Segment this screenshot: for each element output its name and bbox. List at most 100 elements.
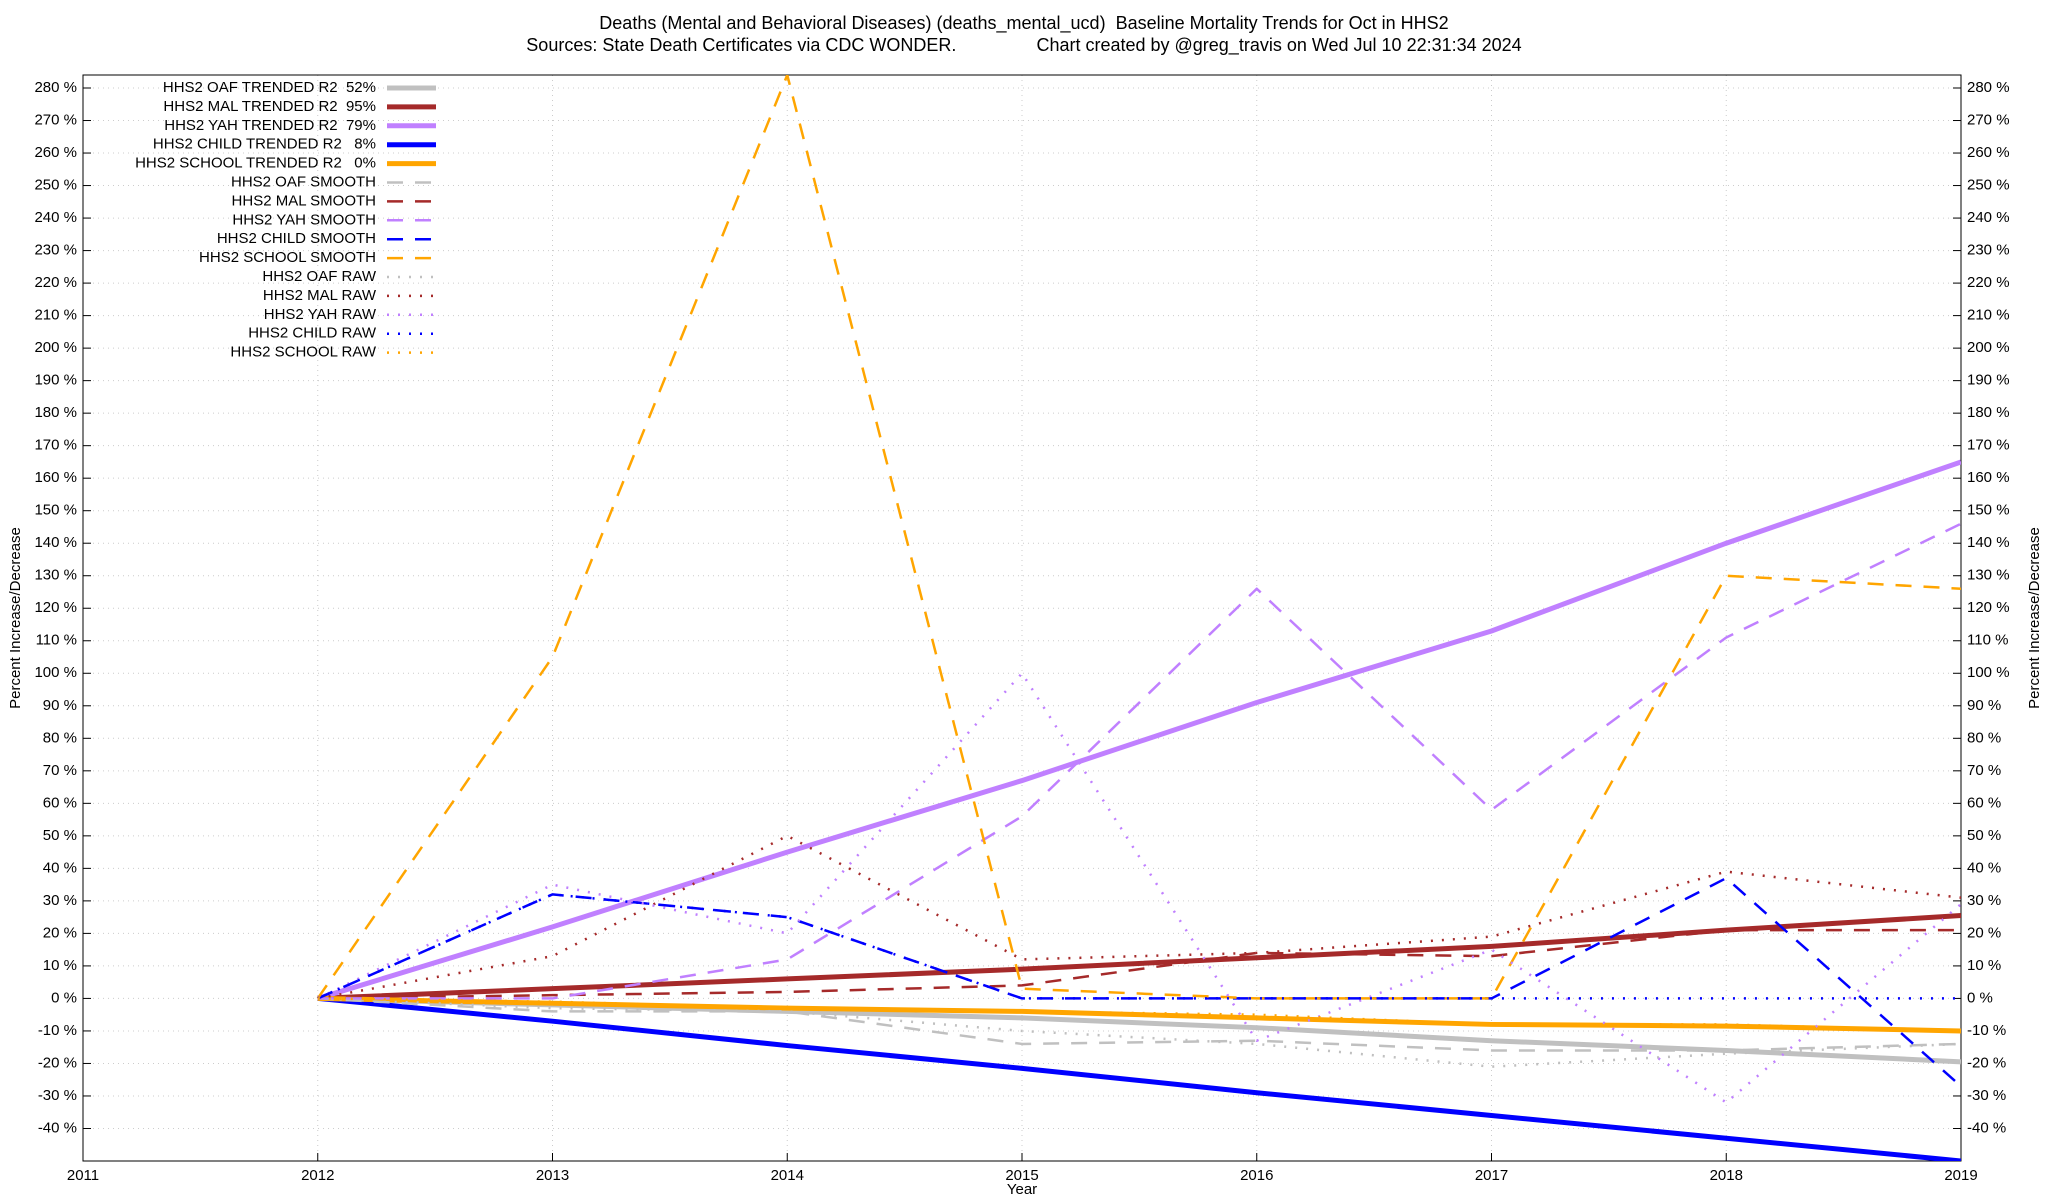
- legend-label: HHS2 MAL SMOOTH: [232, 192, 376, 209]
- y-tick-label: 120 %: [34, 599, 77, 616]
- y2-tick-label: 220 %: [1967, 274, 2010, 291]
- series-line: [317, 995, 1961, 1034]
- y2-tick-label: 50 %: [1967, 827, 2001, 844]
- y-tick-label: 40 %: [43, 859, 77, 876]
- y2-tick-label: 80 %: [1967, 729, 2001, 746]
- y2-tick-label: 250 %: [1967, 177, 2010, 194]
- series-line: [317, 522, 1961, 1000]
- y2-tick-label: 30 %: [1967, 892, 2001, 909]
- legend-label: HHS2 YAH TRENDED R2 79%: [164, 117, 376, 134]
- y-tick-label: 270 %: [34, 111, 77, 128]
- legend-label: HHS2 SCHOOL TRENDED R2 0%: [135, 155, 376, 172]
- y-tick-label: 180 %: [34, 404, 77, 421]
- series-line: [317, 995, 1961, 1161]
- series-line: [316, 75, 1961, 1000]
- y-tick-label: 20 %: [43, 924, 77, 941]
- series-line: [317, 893, 1961, 1000]
- y-tick-label: 250 %: [34, 177, 77, 194]
- y2-tick-label: 240 %: [1967, 209, 2010, 226]
- x-tick-label: 2019: [1944, 1167, 1977, 1184]
- legend-label: HHS2 YAH RAW: [264, 306, 377, 323]
- y2-tick-label: 70 %: [1967, 762, 2001, 779]
- legend-label: HHS2 CHILD SMOOTH: [217, 230, 376, 247]
- y2-tick-label: 140 %: [1967, 534, 2010, 551]
- plot-lines: [316, 75, 1961, 1161]
- y2-tick-label: -40 %: [1967, 1119, 2006, 1136]
- y2-tick-label: 110 %: [1967, 632, 2008, 649]
- y-tick-label: 260 %: [34, 144, 77, 161]
- series-line: [317, 997, 1961, 1052]
- series-line: [317, 672, 1961, 1104]
- y-tick-label: 220 %: [34, 274, 77, 291]
- y-tick-label: 280 %: [34, 79, 77, 96]
- y2-tick-label: 210 %: [1967, 307, 2010, 324]
- series-line: [317, 928, 1961, 1000]
- x-tick-label: 2014: [771, 1167, 804, 1184]
- y-tick-label: 60 %: [43, 794, 77, 811]
- y2-tick-label: -10 %: [1967, 1022, 2006, 1039]
- y2-tick-label: 100 %: [1967, 664, 2010, 681]
- series-line: [317, 876, 1961, 1088]
- y-tick-label: 100 %: [34, 664, 77, 681]
- y2-tick-label: 230 %: [1967, 242, 2010, 259]
- x-tick-label: 2017: [1475, 1167, 1508, 1184]
- y-tick-label: 230 %: [34, 242, 77, 259]
- series-line: [317, 913, 1961, 1001]
- y-tick-label: 190 %: [34, 372, 77, 389]
- legend-label: HHS2 CHILD RAW: [248, 325, 377, 342]
- y-tick-label: 50 %: [43, 827, 77, 844]
- y-axis-label: Percent Increase/Decrease: [7, 527, 24, 709]
- y2-tick-label: -30 %: [1967, 1087, 2006, 1104]
- legend-label: HHS2 YAH SMOOTH: [232, 211, 376, 228]
- y2-tick-label: -20 %: [1967, 1054, 2006, 1071]
- y2-tick-label: 60 %: [1967, 794, 2001, 811]
- y2-tick-label: 180 %: [1967, 404, 2010, 421]
- y-tick-label: 0 %: [51, 989, 77, 1006]
- y2-tick-label: 270 %: [1967, 111, 2010, 128]
- chart-title: Deaths (Mental and Behavioral Diseases) …: [599, 13, 1448, 34]
- y2-tick-label: 170 %: [1967, 437, 2010, 454]
- x-tick-label: 2012: [301, 1167, 334, 1184]
- chart-subtitle: Sources: State Death Certificates via CD…: [526, 35, 1521, 56]
- series-line: [317, 995, 1961, 1065]
- y-tick-label: -30 %: [38, 1087, 77, 1104]
- y-tick-label: 90 %: [43, 697, 77, 714]
- plot-frame: [82, 74, 1962, 1162]
- y-tick-label: 70 %: [43, 762, 77, 779]
- legend-label: HHS2 MAL RAW: [263, 287, 377, 304]
- legend-label: HHS2 MAL TRENDED R2 95%: [163, 98, 376, 115]
- x-tick-label: 2016: [1240, 1167, 1273, 1184]
- series-line: [317, 834, 1961, 1000]
- y-tick-label: 80 %: [43, 729, 77, 746]
- legend-label: HHS2 OAF RAW: [262, 268, 376, 285]
- x-tick-label: 2015: [1005, 1167, 1038, 1184]
- y-tick-label: 200 %: [34, 339, 77, 356]
- y2-tick-label: 130 %: [1967, 567, 2010, 584]
- y-tick-label: 170 %: [34, 437, 77, 454]
- y2-tick-label: 280 %: [1967, 79, 2010, 96]
- y-tick-label: 240 %: [34, 209, 77, 226]
- y2-tick-label: 150 %: [1967, 502, 2010, 519]
- series-line: [317, 997, 1961, 1068]
- y-tick-label: -20 %: [38, 1054, 77, 1071]
- y2-tick-label: 190 %: [1967, 372, 2010, 389]
- y2-tick-label: 0 %: [1967, 989, 1993, 1006]
- y-tick-label: 140 %: [34, 534, 77, 551]
- y-tick-label: 30 %: [43, 892, 77, 909]
- y2-tick-label: 260 %: [1967, 144, 2010, 161]
- y2-tick-label: 90 %: [1967, 697, 2001, 714]
- y2-tick-label: 120 %: [1967, 599, 2010, 616]
- y-tick-label: 10 %: [43, 957, 77, 974]
- y-tick-label: 110 %: [36, 632, 77, 649]
- y2-axis-label: Percent Increase/Decrease: [2026, 527, 2043, 709]
- legend-label: HHS2 OAF SMOOTH: [231, 173, 376, 190]
- y-tick-label: 130 %: [34, 567, 77, 584]
- y2-tick-label: 20 %: [1967, 924, 2001, 941]
- y-tick-label: 160 %: [34, 469, 77, 486]
- y2-tick-label: 160 %: [1967, 469, 2010, 486]
- x-axis-label: Year: [1007, 1181, 1037, 1198]
- x-tick-label: 2011: [67, 1167, 99, 1184]
- legend-label: HHS2 OAF TRENDED R2 52%: [163, 79, 376, 96]
- y2-tick-label: 10 %: [1967, 957, 2001, 974]
